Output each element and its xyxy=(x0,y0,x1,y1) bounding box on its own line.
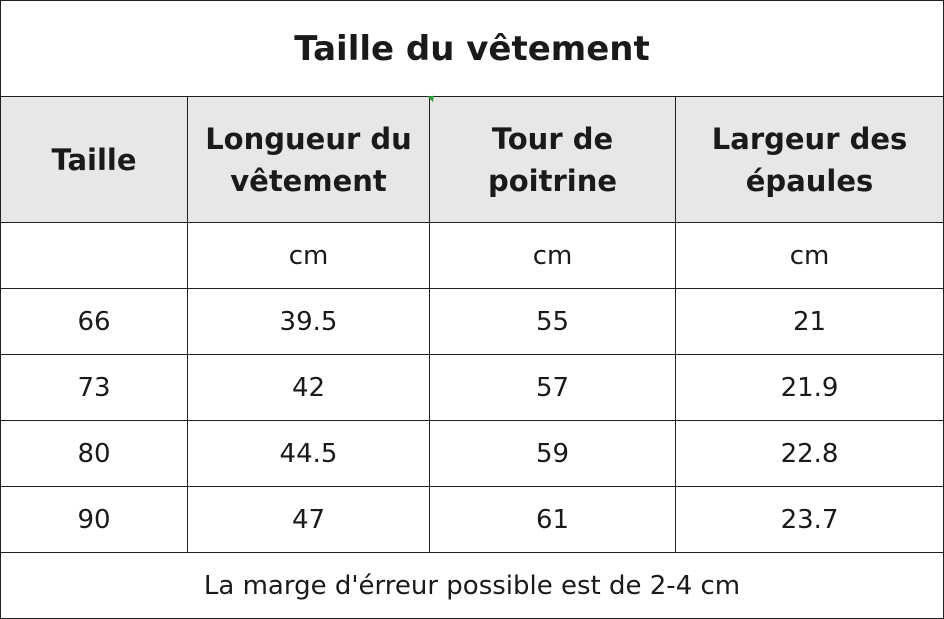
cell-shoulder-width: 21.9 xyxy=(674,354,944,421)
footer-row: La marge d'érreur possible est de 2-4 cm xyxy=(0,552,944,619)
cell-garment-length: 44.5 xyxy=(187,420,430,487)
cell-size: 80 xyxy=(0,420,188,487)
table-row: 73 42 57 21.9 xyxy=(0,354,944,421)
header-chest-label: Tour de poitrine xyxy=(487,121,618,198)
cell-garment-length: 42 xyxy=(187,354,430,421)
cell-chest: 55 xyxy=(429,288,676,355)
cell-shoulder-width: 22.8 xyxy=(674,420,944,487)
table-row: 90 47 61 23.7 xyxy=(0,486,944,553)
unit-garment-length: cm xyxy=(187,222,430,289)
header-garment-length: Longueur du vêtement xyxy=(187,96,430,223)
error-margin-note: La marge d'érreur possible est de 2-4 cm xyxy=(0,552,944,619)
cell-chest: 61 xyxy=(429,486,676,553)
cell-chest: 59 xyxy=(429,420,676,487)
header-row: Taille Longueur du vêtement Tour de poit… xyxy=(0,96,944,223)
unit-row: cm cm cm xyxy=(0,222,944,289)
cell-garment-length: 47 xyxy=(187,486,430,553)
unit-shoulder-width: cm xyxy=(674,222,944,289)
cell-chest: 57 xyxy=(429,354,676,421)
cell-size: 90 xyxy=(0,486,188,553)
unit-chest: cm xyxy=(429,222,676,289)
header-shoulder-width: Largeur des épaules xyxy=(674,96,944,223)
table-row: 66 39.5 55 21 xyxy=(0,288,944,355)
title-row: Taille du vêtement xyxy=(0,0,944,97)
cell-shoulder-width: 23.7 xyxy=(674,486,944,553)
header-shoulder-width-label: Largeur des épaules xyxy=(711,121,908,198)
cell-size: 73 xyxy=(0,354,188,421)
cell-size: 66 xyxy=(0,288,188,355)
table-title: Taille du vêtement xyxy=(0,0,944,97)
header-garment-length-label: Longueur du vêtement xyxy=(205,121,412,198)
header-size: Taille xyxy=(0,96,188,223)
cell-garment-length: 39.5 xyxy=(187,288,430,355)
unit-size xyxy=(0,222,188,289)
header-chest: Tour de poitrine xyxy=(429,96,676,223)
table-row: 80 44.5 59 22.8 xyxy=(0,420,944,487)
cell-shoulder-width: 21 xyxy=(674,288,944,355)
